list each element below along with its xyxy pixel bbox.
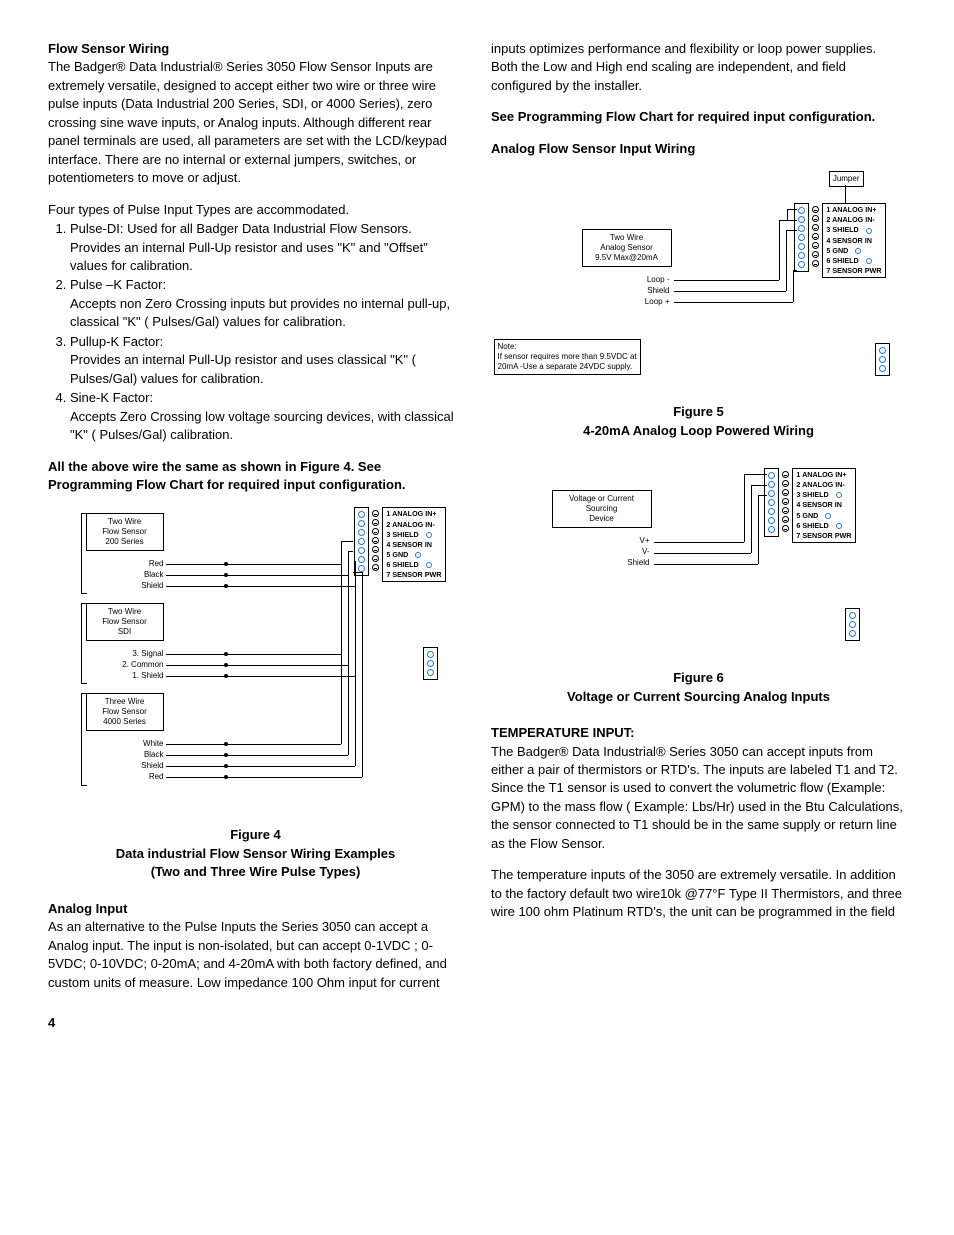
terminal-label: 2 ANALOG IN- (796, 480, 844, 490)
wire-label: Shield (86, 761, 164, 772)
figure-5-title: 4-20mA Analog Loop Powered Wiring (491, 422, 906, 440)
terminal-label: 5 GND (826, 246, 848, 256)
terminal-label: 6 SHIELD (386, 560, 418, 570)
wire-label: Shield (592, 286, 670, 297)
sensor-block-line: Two Wire (91, 607, 159, 617)
heading-analog-wiring: Analog Flow Sensor Input Wiring (491, 140, 906, 158)
wire-label: 3. Signal (86, 649, 164, 660)
para-continuation: inputs optimizes performance and flexibi… (491, 40, 906, 95)
wire-label: Red (86, 772, 164, 783)
wire-label: 1. Shield (86, 671, 164, 682)
terminal-label: 7 SENSOR PWR (826, 266, 881, 276)
sensor-block-line: Analog Sensor (587, 243, 667, 253)
sensor-block-line: Voltage or Current (557, 494, 647, 504)
heading-temperature-input: TEMPERATURE INPUT: (491, 725, 634, 740)
sensor-block-line: Two Wire (587, 233, 667, 243)
sensor-block-line: Flow Sensor (91, 527, 159, 537)
wire-label: Loop - (592, 275, 670, 286)
figure-5-diagram: Jumper 1 ANALOG IN+ 2 ANALOG IN- 3 SHIEL… (494, 171, 904, 389)
wire-label: 2. Common (86, 660, 164, 671)
wire-label: Black (86, 570, 164, 581)
terminal-label: 7 SENSOR PWR (796, 531, 851, 541)
terminal-label: 1 ANALOG IN+ (386, 509, 436, 519)
figure-6-diagram: 1 ANALOG IN+ 2 ANALOG IN- 3 SHIELD 4 SEN… (494, 460, 904, 655)
sensor-block-line: 4000 Series (91, 717, 159, 727)
terminal-label: 4 SENSOR IN (826, 236, 872, 246)
wire-label: Red (86, 559, 164, 570)
sensor-block-line: Sourcing (557, 504, 647, 514)
terminal-label: 4 SENSOR IN (796, 500, 842, 510)
para-temperature-1: The Badger® Data Industrial® Series 3050… (491, 744, 903, 851)
page-number: 4 (48, 1014, 463, 1032)
para-flow-sensor-wiring: The Badger® Data Industrial® Series 3050… (48, 59, 447, 185)
para-four-types: Four types of Pulse Input Types are acco… (48, 201, 463, 219)
wire-label: Black (86, 750, 164, 761)
wire-label: Loop + (592, 297, 670, 308)
pulse-item-head: Pulse –K Factor: (70, 277, 166, 292)
terminal-label: 1 ANALOG IN+ (826, 205, 876, 215)
sensor-block-line: Three Wire (91, 697, 159, 707)
terminal-label: 6 SHIELD (796, 521, 828, 531)
figure-6-title: Voltage or Current Sourcing Analog Input… (491, 688, 906, 706)
pulse-item-head: Pulse-DI: Used for all Badger Data Indus… (70, 221, 412, 236)
terminal -label: 4 SENSOR IN (386, 540, 432, 550)
note-line: 20mA -Use a separate 24VDC supply. (498, 362, 637, 372)
wire-label: V+ (572, 536, 650, 547)
pulse-item-body: Accepts Zero Crossing low voltage sourci… (70, 408, 463, 445)
para-see-programming: See Programming Flow Chart for required … (491, 108, 906, 126)
terminal-label: 1 ANALOG IN+ (796, 470, 846, 480)
pulse-item-body: Provides an internal Pull-Up resistor an… (70, 351, 463, 388)
jumper-label: Jumper (833, 174, 860, 183)
wire-label: Shield (86, 581, 164, 592)
sensor-block-line: SDI (91, 627, 159, 637)
terminal-label: 6 SHIELD (826, 256, 858, 266)
terminal-label: 5 GND (386, 550, 408, 560)
terminal-label: 2 ANALOG IN- (826, 215, 874, 225)
wire-label: Shield (572, 558, 650, 569)
terminal-label: 7 SENSOR PWR (386, 570, 441, 580)
pulse-item-body: Provides an internal Pull-Up resistor an… (70, 239, 463, 276)
heading-flow-sensor-wiring: Flow Sensor Wiring (48, 41, 169, 56)
heading-analog-input: Analog Input (48, 901, 127, 916)
terminal-label: 3 SHIELD (826, 225, 858, 235)
sensor-block-line: 9.5V Max@20mA (587, 253, 667, 263)
terminal-label: 2 ANALOG IN- (386, 520, 434, 530)
pulse-types-list: Pulse-DI: Used for all Badger Data Indus… (48, 220, 463, 444)
figure-4-title: Data industrial Flow Sensor Wiring Examp… (48, 845, 463, 882)
terminal-label: 5 GND (796, 511, 818, 521)
figure-5-number: Figure 5 (491, 403, 906, 421)
figure-6-number: Figure 6 (491, 669, 906, 687)
terminal-label: 3 SHIELD (386, 530, 418, 540)
sensor-block-line: Two Wire (91, 517, 159, 527)
terminal-label: 3 SHIELD (796, 490, 828, 500)
para-temperature-2: The temperature inputs of the 3050 are e… (491, 866, 906, 921)
pulse-item-head: Sine-K Factor: (70, 390, 153, 405)
para-all-above: All the above wire the same as shown in … (48, 458, 463, 495)
sensor-block-line: Device (557, 514, 647, 524)
sensor-block-line: 200 Series (91, 537, 159, 547)
note-line: Note: (498, 342, 637, 352)
sensor-block-line: Flow Sensor (91, 707, 159, 717)
wire-label: V- (572, 547, 650, 558)
pulse-item-body: Accepts non Zero Crossing inputs but pro… (70, 295, 463, 332)
sensor-block-line: Flow Sensor (91, 617, 159, 627)
pulse-item-head: Pullup-K Factor: (70, 334, 163, 349)
figure-4-number: Figure 4 (48, 826, 463, 844)
figure-4-diagram: 1 ANALOG IN+ 2 ANALOG IN- 3 SHIELD 4 SEN… (66, 507, 446, 812)
wire-label: White (86, 739, 164, 750)
note-line: If sensor requires more than 9.5VDC at (498, 352, 637, 362)
para-analog-input: As an alternative to the Pulse Inputs th… (48, 919, 447, 989)
